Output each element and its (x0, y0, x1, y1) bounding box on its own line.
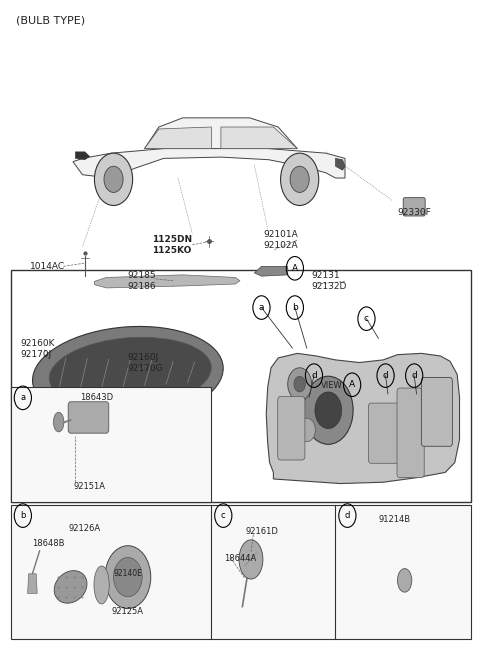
Ellipse shape (397, 568, 412, 592)
Circle shape (105, 546, 151, 608)
Circle shape (288, 368, 312, 401)
Circle shape (95, 153, 132, 206)
Circle shape (104, 166, 123, 193)
Text: (BULB TYPE): (BULB TYPE) (16, 16, 85, 26)
Bar (11, 388, 211, 502)
Ellipse shape (54, 571, 87, 603)
Text: 1125DN
1125KO: 1125DN 1125KO (152, 235, 192, 255)
Text: 18644A: 18644A (224, 555, 256, 563)
Text: d: d (383, 371, 388, 380)
Ellipse shape (239, 540, 263, 579)
FancyBboxPatch shape (403, 198, 425, 216)
Polygon shape (73, 147, 345, 178)
Text: 92101A
92102A: 92101A 92102A (264, 230, 299, 250)
Ellipse shape (33, 327, 223, 422)
Circle shape (298, 418, 315, 442)
Text: 92140E: 92140E (113, 570, 142, 578)
Text: b: b (292, 303, 298, 312)
Bar (11, 269, 471, 502)
Text: 92185
92186: 92185 92186 (128, 271, 156, 291)
FancyBboxPatch shape (368, 403, 400, 463)
Circle shape (281, 153, 319, 206)
Text: b: b (20, 511, 25, 520)
Text: A: A (292, 264, 298, 273)
Text: 92126A: 92126A (69, 524, 101, 533)
FancyBboxPatch shape (421, 378, 452, 446)
Polygon shape (144, 127, 211, 148)
Text: d: d (411, 371, 417, 380)
Circle shape (294, 376, 305, 392)
Polygon shape (95, 275, 240, 288)
Text: c: c (221, 511, 226, 520)
Polygon shape (266, 353, 459, 484)
Polygon shape (254, 266, 288, 276)
Text: 1014AC: 1014AC (30, 262, 65, 271)
Text: 92125A: 92125A (112, 606, 144, 616)
Polygon shape (75, 152, 90, 160)
Text: 92160K
92170J: 92160K 92170J (21, 340, 55, 359)
Polygon shape (35, 393, 130, 404)
Text: 92161D: 92161D (245, 527, 278, 536)
Polygon shape (221, 127, 297, 148)
Circle shape (303, 376, 353, 444)
Text: a: a (20, 394, 25, 402)
Polygon shape (39, 404, 125, 413)
Text: 18648B: 18648B (33, 539, 65, 547)
Text: 92151A: 92151A (73, 482, 106, 491)
Polygon shape (44, 413, 111, 422)
Text: VIEW: VIEW (321, 381, 343, 390)
Text: 92131
92132D: 92131 92132D (312, 271, 347, 292)
Text: c: c (364, 314, 369, 323)
Text: a: a (259, 303, 264, 312)
Polygon shape (28, 574, 37, 593)
Circle shape (315, 392, 342, 428)
FancyBboxPatch shape (397, 388, 424, 478)
Circle shape (290, 166, 309, 193)
Text: 92330F: 92330F (397, 208, 431, 217)
Text: A: A (349, 380, 355, 389)
Ellipse shape (94, 566, 109, 604)
FancyBboxPatch shape (68, 402, 109, 433)
Bar (11, 505, 471, 639)
Text: d: d (345, 511, 350, 520)
Ellipse shape (53, 412, 64, 432)
Text: 18643D: 18643D (80, 393, 113, 401)
Text: 91214B: 91214B (378, 515, 410, 524)
Text: 92160J
92170G: 92160J 92170G (128, 353, 164, 373)
Polygon shape (144, 118, 297, 148)
Circle shape (114, 558, 142, 597)
Polygon shape (336, 158, 345, 170)
Ellipse shape (49, 337, 211, 409)
FancyBboxPatch shape (278, 397, 305, 460)
Text: d: d (311, 371, 317, 380)
